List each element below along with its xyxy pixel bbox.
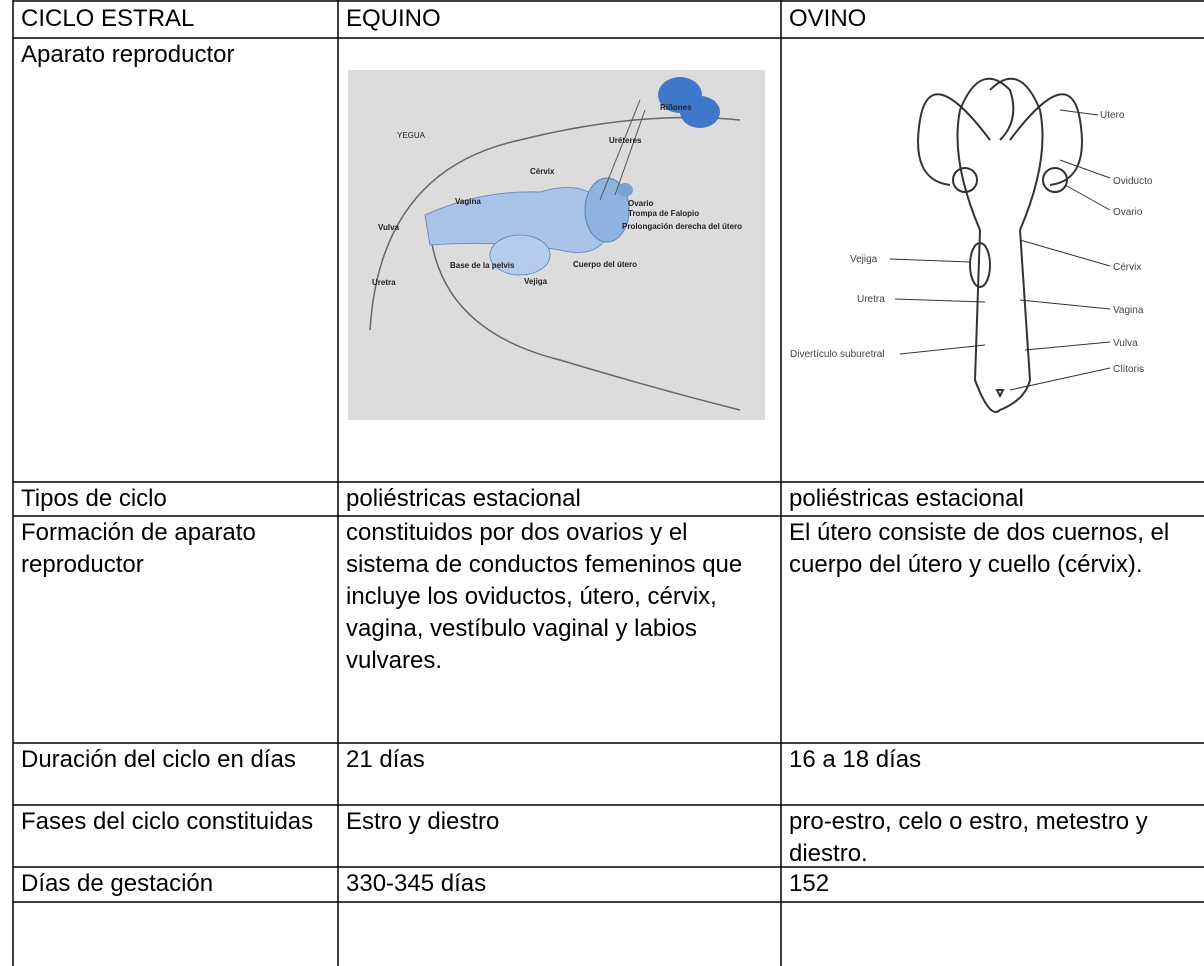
figure-label: Vagina: [1113, 305, 1144, 316]
table-cell: 152: [789, 870, 830, 897]
table-cell: Tipos de ciclo: [21, 485, 167, 512]
figure-label: Ovario: [1113, 207, 1143, 218]
ovine-diagram: [917, 77, 1083, 413]
table-cell: 21 días: [346, 746, 425, 773]
figure-label: Riñones: [660, 103, 692, 112]
table-cell: Aparato reproductor: [21, 41, 235, 68]
figure-label: Vejiga: [524, 277, 548, 286]
table-cell: El útero consiste de dos cuernos, el cue…: [789, 519, 1170, 578]
figure-label: Oviducto: [1113, 176, 1153, 187]
figure-label: Prolongación derecha del útero: [622, 222, 742, 231]
figure-label: Utero: [1100, 110, 1125, 121]
figure-label: Divertículo suburetral: [790, 349, 884, 360]
figure-label: Clítoris: [1113, 364, 1144, 375]
figure-label: Uretra: [857, 294, 885, 305]
table-cell: Formación de aparato reproductor: [21, 519, 256, 578]
figure-label: Uréteres: [609, 136, 642, 145]
table-grid: [12, 0, 1204, 966]
table-cell: OVINO: [789, 5, 867, 32]
figure-label: Cuerpo del útero: [573, 260, 637, 269]
figure-label: Vulva: [1113, 338, 1138, 349]
figure-label: Vejiga: [850, 254, 878, 265]
table-cell: Estro y diestro: [346, 808, 500, 835]
ovine-leaders: [889, 109, 1111, 391]
table-cell: pro-estro, celo o estro, metestro y dies…: [789, 808, 1148, 867]
table-cell: poliéstricas estacional: [789, 485, 1024, 512]
figure-label: Base de la pelvis: [450, 261, 515, 270]
table-cell: 330-345 días: [346, 870, 487, 897]
table-cell: poliéstricas estacional: [346, 485, 581, 512]
table-cell: Fases del ciclo constituidas: [21, 808, 314, 835]
figure-label: YEGUA: [397, 131, 426, 140]
table-cell: Días de gestación: [21, 870, 214, 897]
figure-label: Trompa de Falopio: [628, 209, 699, 218]
figure-label: Uretra: [372, 278, 396, 287]
figure-label: Vagina: [455, 197, 481, 206]
table-cell: EQUINO: [346, 5, 441, 32]
figure-label: Ovario: [628, 199, 653, 208]
table-cell: CICLO ESTRAL: [21, 5, 195, 32]
figure-label: Cérvix: [1113, 262, 1141, 273]
table-cell: 16 a 18 días: [789, 746, 922, 773]
equine-diagram: [348, 70, 765, 420]
table-cell: constituidos por dos ovarios y el sistem…: [346, 519, 743, 674]
figure-label: Cérvix: [530, 167, 555, 176]
figure-label: Vulva: [378, 223, 400, 232]
table-cell: Duración del ciclo en días: [21, 746, 296, 773]
